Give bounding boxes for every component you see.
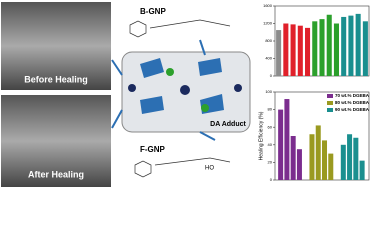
y-tick-label: 60 bbox=[268, 124, 273, 129]
bar bbox=[328, 153, 334, 180]
y-tick-label: 1200 bbox=[263, 21, 273, 26]
bar bbox=[297, 25, 303, 76]
label-da: DA Adduct bbox=[210, 121, 246, 128]
y-tick-label: 20 bbox=[268, 159, 273, 164]
y-tick-label: 100 bbox=[265, 89, 272, 94]
bar bbox=[355, 13, 361, 76]
bar bbox=[347, 134, 353, 180]
bar bbox=[333, 23, 339, 76]
bar bbox=[359, 160, 365, 180]
gnp-dots bbox=[128, 68, 242, 112]
bar bbox=[290, 136, 296, 180]
arrows bbox=[111, 39, 216, 141]
bar bbox=[362, 21, 368, 76]
photo-before bbox=[1, 2, 111, 90]
bar bbox=[278, 109, 284, 180]
y-tick-label: 400 bbox=[265, 56, 272, 61]
legend-swatch bbox=[327, 94, 333, 98]
molecule-sketches bbox=[129, 19, 231, 178]
bar bbox=[353, 137, 359, 180]
bar bbox=[309, 134, 315, 180]
bar bbox=[305, 27, 311, 76]
bar bbox=[326, 14, 332, 76]
bar bbox=[319, 19, 325, 76]
bar bbox=[315, 125, 321, 180]
label-after: After Healing bbox=[28, 169, 84, 179]
bar bbox=[341, 16, 347, 76]
y-tick-label: 800 bbox=[265, 38, 272, 43]
bar bbox=[322, 140, 328, 180]
bar bbox=[290, 24, 296, 76]
bar bbox=[276, 30, 282, 76]
legend-label: 90 wt.% DGEBA bbox=[335, 107, 370, 112]
bar bbox=[348, 15, 354, 76]
label-before: Before Healing bbox=[24, 74, 88, 84]
label-ho: HO bbox=[205, 166, 214, 172]
legend-swatch bbox=[327, 108, 333, 112]
y-axis-label: Healing Efficiency (%) bbox=[258, 111, 264, 160]
bar bbox=[340, 144, 346, 180]
y-tick-label: 0 bbox=[270, 73, 273, 78]
bar bbox=[283, 23, 289, 76]
bar bbox=[296, 149, 302, 180]
label-fgnp: F-GNP bbox=[140, 145, 166, 154]
bar bbox=[312, 21, 318, 76]
y-tick-label: 80 bbox=[268, 107, 273, 112]
network-pieces bbox=[140, 58, 224, 114]
legend-label: 70 wt.% DGEBA bbox=[335, 93, 370, 98]
photo-after bbox=[1, 95, 111, 187]
bar bbox=[284, 99, 290, 180]
y-tick-label: 0 bbox=[270, 177, 273, 182]
label-bgnp: B-GNP bbox=[140, 7, 166, 16]
legend-label: 80 wt.% DGEBA bbox=[335, 100, 370, 105]
y-tick-label: 40 bbox=[268, 142, 273, 147]
y-tick-label: 1600 bbox=[263, 3, 273, 8]
graphical-abstract: Before Healing After Healing DA Adduct B… bbox=[0, 0, 371, 189]
legend-swatch bbox=[327, 101, 333, 105]
